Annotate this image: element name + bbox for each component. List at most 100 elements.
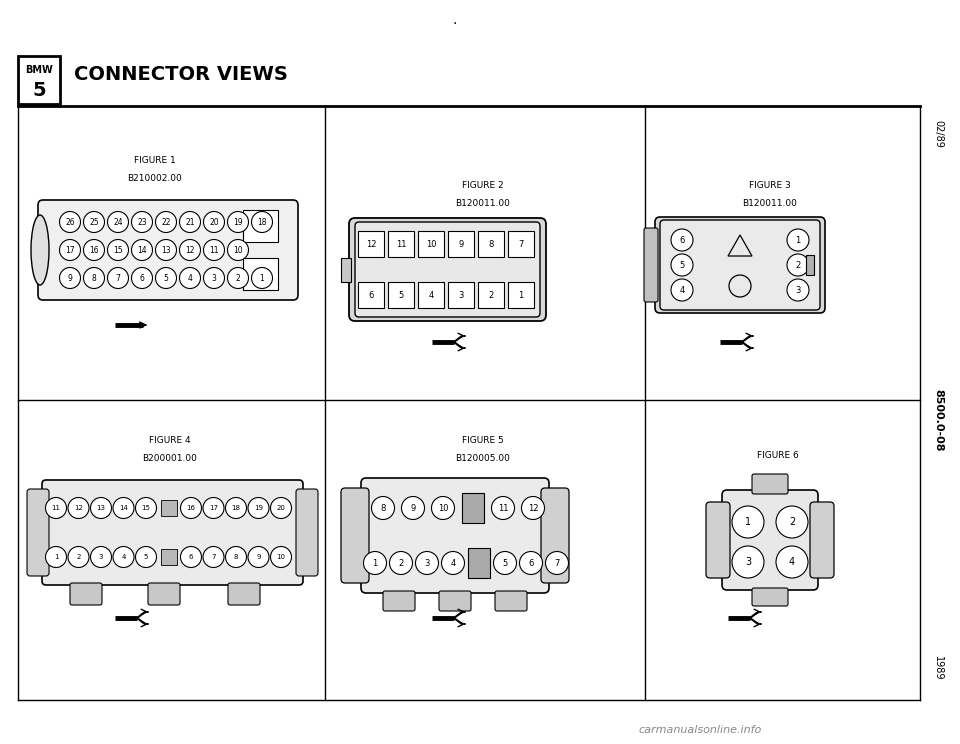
Text: 8: 8	[380, 504, 386, 513]
Bar	[448, 231, 474, 257]
Circle shape	[84, 240, 105, 260]
Circle shape	[204, 268, 225, 289]
Bar	[418, 282, 444, 308]
Bar	[508, 231, 534, 257]
Circle shape	[135, 498, 156, 519]
Bar	[341, 257, 351, 281]
Circle shape	[84, 268, 105, 289]
Circle shape	[252, 211, 273, 233]
Text: 22: 22	[161, 217, 171, 226]
Bar	[418, 231, 444, 257]
Text: B200001.00: B200001.00	[143, 454, 198, 463]
Text: 9: 9	[458, 240, 464, 248]
Text: 9: 9	[256, 554, 261, 560]
Circle shape	[228, 268, 249, 289]
Text: 11: 11	[497, 504, 508, 513]
Circle shape	[401, 496, 424, 519]
Circle shape	[732, 506, 764, 538]
FancyBboxPatch shape	[495, 591, 527, 611]
Text: 3: 3	[211, 274, 216, 283]
Text: carmanualsonline.info: carmanualsonline.info	[638, 725, 761, 735]
Text: FIGURE 4: FIGURE 4	[149, 435, 191, 444]
Text: 10: 10	[425, 240, 436, 248]
Text: 4: 4	[428, 290, 434, 300]
Circle shape	[390, 551, 413, 574]
Text: 2: 2	[398, 559, 403, 568]
Circle shape	[364, 551, 387, 574]
Text: 1: 1	[259, 274, 264, 283]
Text: 16: 16	[186, 505, 196, 511]
Text: B120011.00: B120011.00	[743, 199, 798, 208]
Bar	[478, 282, 504, 308]
Bar	[160, 500, 177, 516]
Text: 20: 20	[276, 505, 285, 511]
Circle shape	[228, 211, 249, 233]
Text: 11: 11	[209, 246, 219, 254]
Circle shape	[416, 551, 439, 574]
Circle shape	[204, 211, 225, 233]
Circle shape	[108, 268, 129, 289]
FancyBboxPatch shape	[349, 218, 546, 321]
Circle shape	[84, 211, 105, 233]
Circle shape	[90, 498, 111, 519]
Bar	[388, 282, 414, 308]
Text: .: .	[453, 13, 457, 27]
Circle shape	[113, 547, 134, 568]
Circle shape	[180, 240, 201, 260]
Circle shape	[776, 546, 808, 578]
Bar	[468, 548, 490, 578]
Bar	[806, 255, 814, 275]
Text: CONNECTOR VIEWS: CONNECTOR VIEWS	[74, 65, 288, 83]
Circle shape	[226, 498, 247, 519]
Bar	[243, 210, 278, 242]
Text: 1: 1	[54, 554, 59, 560]
Text: 15: 15	[141, 505, 151, 511]
FancyBboxPatch shape	[361, 478, 549, 593]
Text: 1: 1	[745, 517, 751, 527]
Text: 8500.0-08: 8500.0-08	[933, 389, 943, 452]
Text: 02/89: 02/89	[933, 120, 943, 148]
FancyBboxPatch shape	[541, 488, 569, 583]
Text: 2: 2	[796, 260, 801, 269]
Circle shape	[132, 240, 153, 260]
Circle shape	[787, 254, 809, 276]
FancyBboxPatch shape	[439, 591, 471, 611]
Text: 1: 1	[796, 236, 801, 245]
FancyBboxPatch shape	[148, 583, 180, 605]
Text: FIGURE 5: FIGURE 5	[462, 435, 504, 444]
Bar	[358, 282, 384, 308]
Circle shape	[108, 240, 129, 260]
Bar	[18, 56, 60, 104]
Circle shape	[156, 211, 177, 233]
Circle shape	[68, 547, 89, 568]
Text: 12: 12	[366, 240, 376, 248]
Text: 6: 6	[189, 554, 193, 560]
Circle shape	[135, 547, 156, 568]
Text: 8: 8	[489, 240, 493, 248]
Bar	[462, 493, 484, 523]
Text: 4: 4	[450, 559, 456, 568]
Text: 2: 2	[235, 274, 240, 283]
Text: 3: 3	[99, 554, 104, 560]
Circle shape	[776, 506, 808, 538]
Text: 10: 10	[438, 504, 448, 513]
Circle shape	[442, 551, 465, 574]
FancyBboxPatch shape	[296, 489, 318, 576]
Circle shape	[271, 498, 292, 519]
Circle shape	[108, 211, 129, 233]
Text: 17: 17	[209, 505, 218, 511]
Bar	[160, 549, 177, 565]
Text: FIGURE 6: FIGURE 6	[757, 451, 799, 460]
Circle shape	[203, 547, 224, 568]
Text: 4: 4	[187, 274, 192, 283]
Text: 9: 9	[410, 504, 416, 513]
Text: 6: 6	[528, 559, 534, 568]
Text: 3: 3	[795, 286, 801, 295]
FancyBboxPatch shape	[810, 502, 834, 578]
Bar	[478, 231, 504, 257]
Text: 2: 2	[76, 554, 81, 560]
Text: 13: 13	[161, 246, 171, 254]
Circle shape	[671, 229, 693, 251]
FancyBboxPatch shape	[752, 474, 788, 494]
Circle shape	[492, 496, 515, 519]
